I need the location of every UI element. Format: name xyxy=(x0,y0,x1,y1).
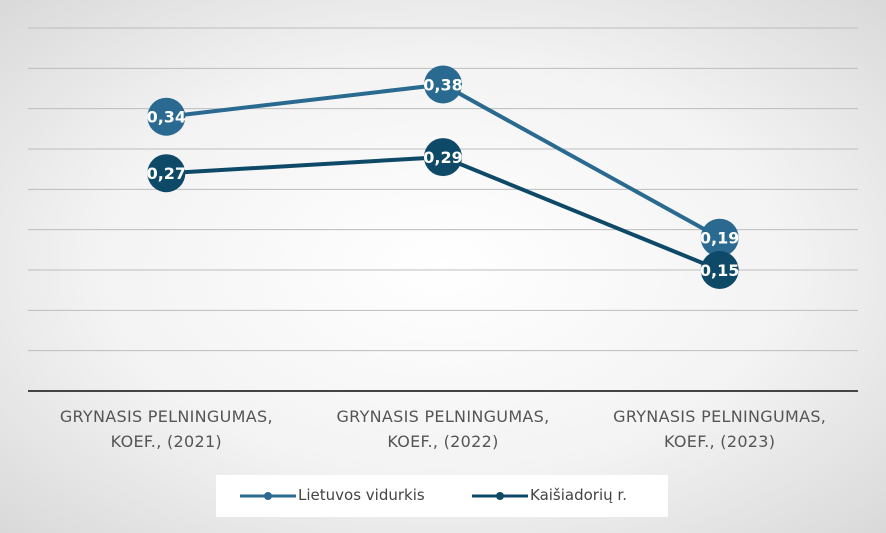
legend-icons xyxy=(240,492,528,500)
legend: Lietuvos vidurkis Kaišiadorių r. xyxy=(216,475,668,517)
x-tick-label: GRYNASIS PELNINGUMAS, KOEF., (2022) xyxy=(336,407,550,451)
data-label: 0,29 xyxy=(423,148,462,167)
data-point xyxy=(147,97,186,136)
x-tick-label: GRYNASIS PELNINGUMAS, KOEF., (2021) xyxy=(59,407,273,451)
legend-label: Lietuvos vidurkis xyxy=(298,486,425,504)
data-point xyxy=(424,65,462,104)
data-point xyxy=(147,154,186,193)
legend-marker xyxy=(264,492,272,500)
data-point xyxy=(424,138,462,177)
data-label: 0,19 xyxy=(700,229,739,248)
legend-marker xyxy=(496,492,504,500)
data-label: 0,38 xyxy=(423,75,462,94)
x-tick-label: GRYNASIS PELNINGUMAS, KOEF., (2023) xyxy=(613,407,827,451)
data-label: 0,15 xyxy=(700,261,739,280)
data-point xyxy=(700,251,739,289)
data-label: 0,27 xyxy=(147,164,186,183)
data-label: 0,34 xyxy=(147,108,186,127)
legend-label: Kaišiadorių r. xyxy=(530,486,627,504)
data-point xyxy=(700,218,739,257)
